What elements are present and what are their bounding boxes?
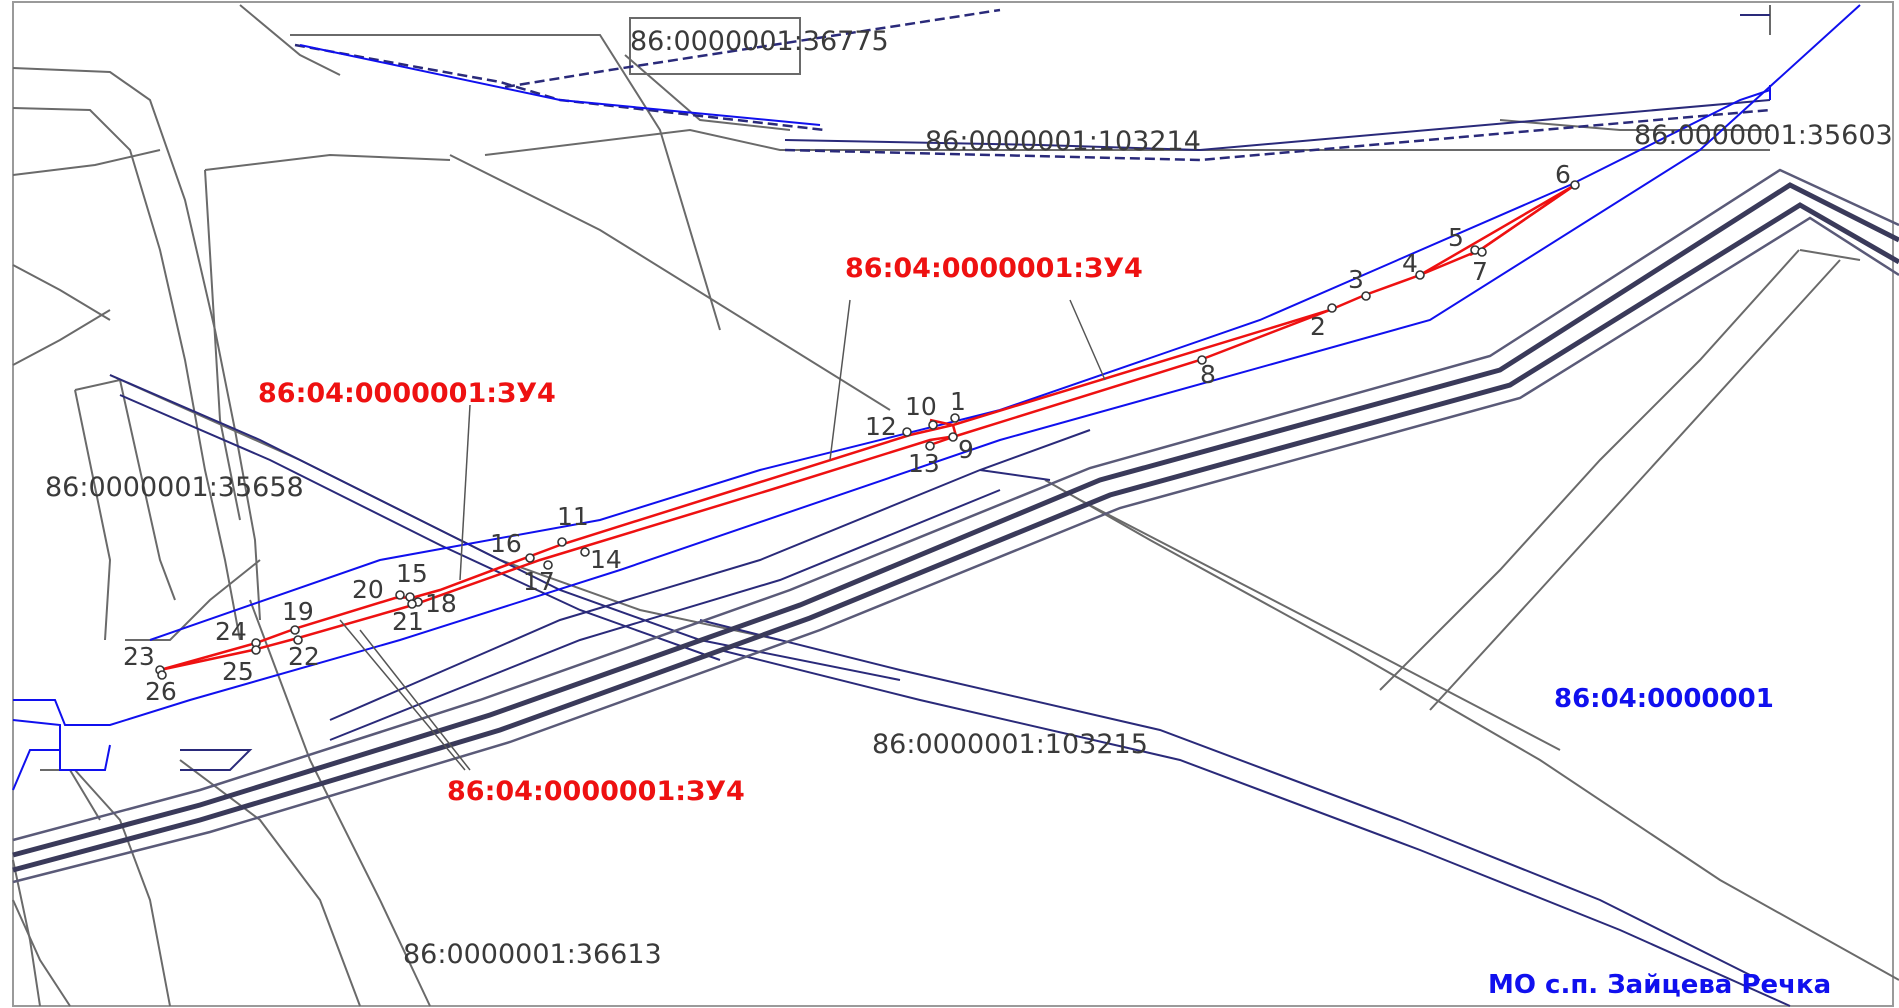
point-number: 22 xyxy=(288,642,320,671)
parcel-number: 86:0000001:35603 xyxy=(1634,120,1893,151)
point-marker xyxy=(525,553,535,563)
map-frame xyxy=(12,1,1894,1007)
point-number: 26 xyxy=(145,677,177,706)
parcel-boundaries xyxy=(12,67,451,1007)
point-marker xyxy=(557,537,567,547)
point-marker xyxy=(157,670,167,680)
parcel-number: 86:0000001:36613 xyxy=(403,939,662,970)
point-marker xyxy=(580,547,590,557)
point-marker xyxy=(1477,247,1487,257)
point-number: 9 xyxy=(958,435,974,464)
point-number: 1 xyxy=(950,387,966,416)
point-marker xyxy=(925,441,935,451)
point-number: 19 xyxy=(282,597,314,626)
point-number: 21 xyxy=(392,607,424,636)
point-number: 8 xyxy=(1200,360,1216,389)
point-marker xyxy=(1361,291,1371,301)
railway xyxy=(12,168,1899,884)
point-number: 3 xyxy=(1348,265,1364,294)
point-marker xyxy=(950,413,960,423)
point-number: 15 xyxy=(396,559,428,588)
zu4-label: 86:04:0000001:ЗУ4 xyxy=(258,378,556,409)
point-marker xyxy=(948,432,958,442)
diagonal-parcels xyxy=(109,249,1899,981)
municipality-label: МО с.п. Зайцева Речка xyxy=(1488,970,1831,1000)
point-number: 10 xyxy=(905,392,937,421)
zu4-label: 86:04:0000001:ЗУ4 xyxy=(447,776,745,807)
point-marker xyxy=(1570,180,1580,190)
point-number: 14 xyxy=(590,545,622,574)
road-band xyxy=(294,8,1771,162)
point-marker xyxy=(395,590,405,600)
parcel-number: 86:0000001:103214 xyxy=(925,126,1201,157)
point-number: 12 xyxy=(865,412,897,441)
point-marker xyxy=(1415,270,1425,280)
point-number: 11 xyxy=(557,502,589,531)
navy-boundaries xyxy=(109,374,1791,1007)
point-numbers: 1 2 3 4 5 6 7 8 9 10 11 12 13 14 15 16 1… xyxy=(123,160,1571,706)
point-marker xyxy=(251,645,261,655)
zu4-labels: 86:04:0000001:ЗУ4 86:04:0000001:ЗУ4 86:0… xyxy=(258,253,1143,807)
point-number: 17 xyxy=(523,567,555,596)
point-marker xyxy=(290,625,300,635)
parcel-number: 86:0000001:36775 xyxy=(630,26,889,57)
point-number: 6 xyxy=(1555,160,1571,189)
point-marker xyxy=(902,427,912,437)
point-number: 2 xyxy=(1310,312,1326,341)
point-number: 7 xyxy=(1472,257,1488,286)
point-number: 5 xyxy=(1448,223,1464,252)
point-markers xyxy=(155,180,1580,680)
parcel-number: 86:0000001:103215 xyxy=(872,729,1148,760)
point-number: 13 xyxy=(908,449,940,478)
cadastral-quarter-label: 86:04:0000001 xyxy=(1554,684,1774,714)
point-marker xyxy=(1327,303,1337,313)
parcel-labels: 86:0000001:36775 86:0000001:103214 86:00… xyxy=(45,26,1893,970)
point-number: 20 xyxy=(352,575,384,604)
point-number: 4 xyxy=(1402,249,1418,278)
point-number: 16 xyxy=(490,529,522,558)
point-marker xyxy=(928,420,938,430)
point-number: 18 xyxy=(425,589,457,618)
point-number: 24 xyxy=(215,617,247,646)
point-marker xyxy=(407,599,417,609)
top-parcel-boundaries xyxy=(239,4,1771,411)
zu4-label: 86:04:0000001:ЗУ4 xyxy=(845,253,1143,284)
point-marker xyxy=(543,560,553,570)
point-marker xyxy=(293,635,303,645)
point-marker xyxy=(1197,355,1207,365)
point-number: 25 xyxy=(222,657,254,686)
label-leaders xyxy=(339,299,1106,771)
point-number: 23 xyxy=(123,642,155,671)
parcel-number: 86:0000001:35658 xyxy=(45,472,304,503)
